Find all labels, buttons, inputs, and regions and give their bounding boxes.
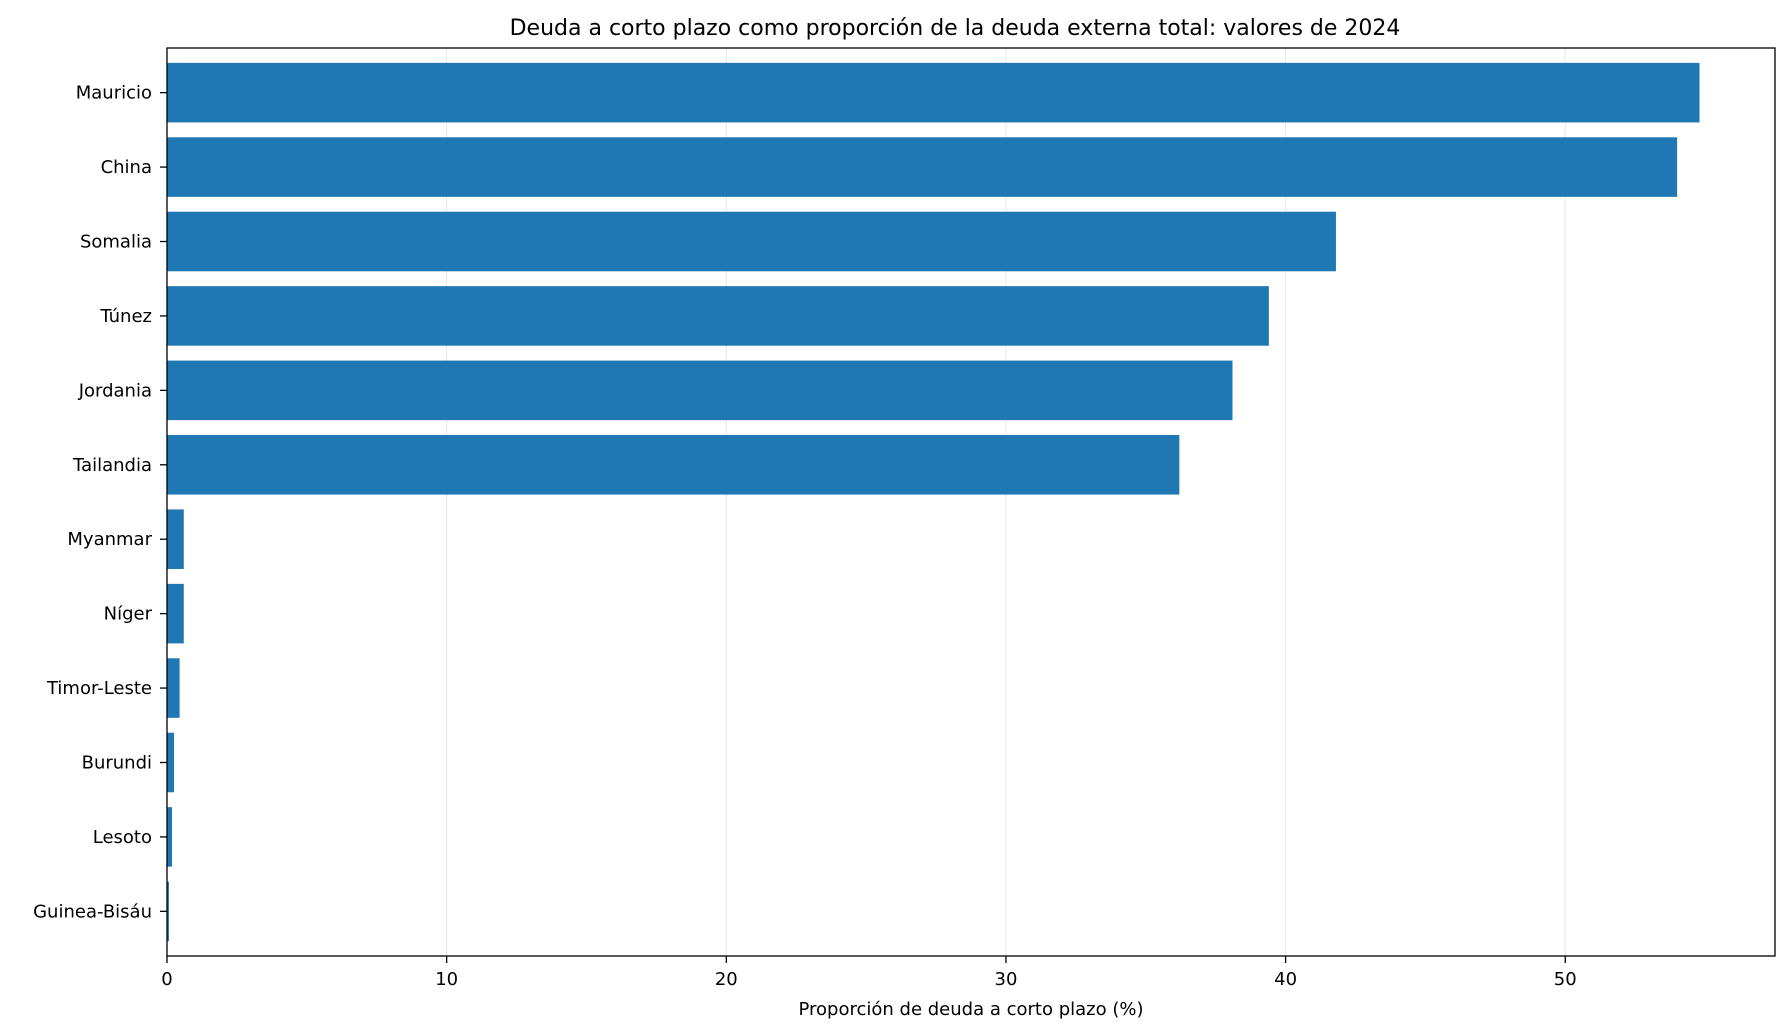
bar (167, 137, 1678, 197)
bar (167, 211, 1336, 272)
bar (167, 62, 1700, 123)
bars (167, 62, 1700, 942)
y-tick-label: Jordania (78, 380, 152, 401)
bar (167, 807, 173, 867)
plot-frame (166, 47, 1776, 957)
y-tick-label: China (101, 157, 152, 178)
y-tick-label: Timor-Leste (46, 678, 152, 699)
chart-title: Deuda a corto plazo como proporción de l… (510, 16, 1401, 41)
y-tick-label: Níger (104, 604, 153, 625)
x-axis-label: Proporción de deuda a corto plazo (%) (799, 999, 1144, 1020)
x-axis-ticks: 0 10 20 30 40 50 (161, 956, 1577, 990)
y-tick-label: Lesoto (93, 827, 152, 848)
x-tick-label: 10 (435, 969, 458, 990)
x-tick-label: 50 (1554, 969, 1577, 990)
y-tick-label: Guinea-Bisáu (33, 901, 152, 922)
bar (167, 435, 1180, 495)
bar (167, 881, 169, 942)
y-tick-label: Burundi (82, 752, 152, 773)
y-tick-label: Mauricio (76, 83, 152, 104)
bar (167, 732, 174, 793)
grid-lines (446, 48, 1566, 956)
y-axis-ticks: Mauricio China Somalia Túnez Jordania Tailand… (33, 83, 167, 922)
bar (167, 360, 1233, 421)
bar (167, 583, 184, 644)
bar (167, 286, 1269, 346)
x-tick-label: 40 (1274, 969, 1297, 990)
x-tick-label: 20 (715, 969, 738, 990)
bar (167, 658, 180, 718)
x-tick-label: 0 (161, 969, 172, 990)
y-tick-label: Tailandia (72, 455, 152, 476)
bar (167, 509, 184, 569)
y-tick-label: Túnez (99, 306, 152, 327)
y-tick-label: Somalia (80, 232, 152, 253)
y-tick-label: Myanmar (67, 529, 152, 550)
x-tick-label: 30 (995, 969, 1018, 990)
